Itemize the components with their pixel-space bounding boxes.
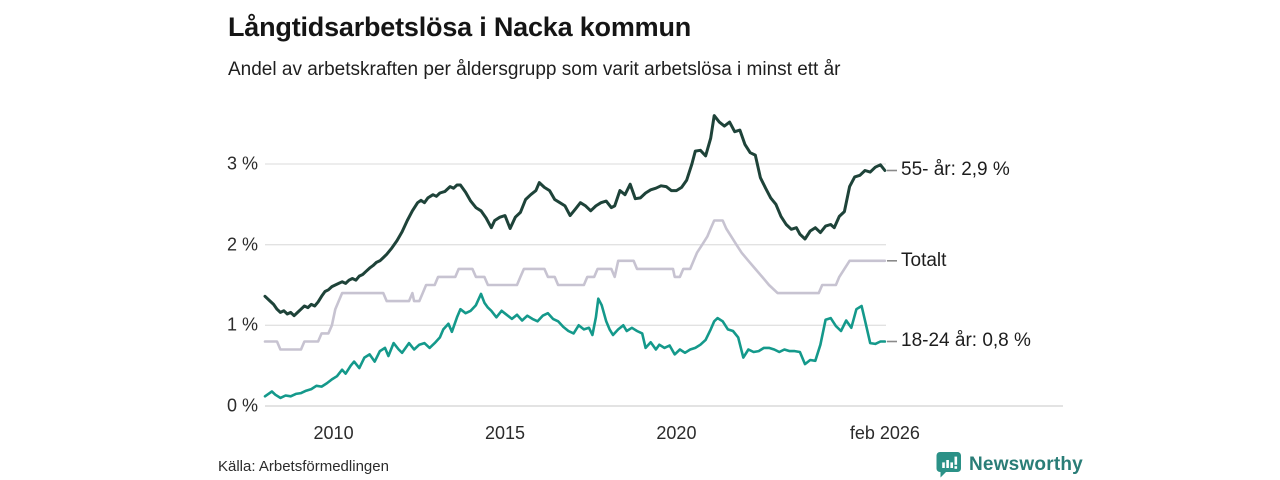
x-axis-tick-label: 2010 [313,423,354,443]
y-axis-tick-label: 0 % [226,395,258,416]
series-end-label-55-ar: 55- år: 2,9 % [901,159,1010,181]
y-axis-tick-label: 2 % [226,234,258,255]
newsworthy-speech-bubble-bar-chart-icon [936,451,962,478]
series-end-label-totalt: Totalt [901,249,947,271]
source-note: Källa: Arbetsförmedlingen [218,458,389,475]
series-end-label-18-24-ar: 18-24 år: 0,8 % [901,330,1031,352]
x-axis-tick-label: 2020 [656,423,697,443]
y-axis-tick-label: 1 % [226,314,258,335]
x-axis-tick-label: 2015 [484,423,526,443]
x-axis-tick-label: feb 2026 [849,423,920,443]
newsworthy-logo[interactable]: Newsworthy [936,451,1083,478]
y-axis-tick-label: 3 % [226,153,258,174]
chart-subtitle: Andel av arbetskraften per åldersgrupp s… [228,59,841,80]
newsworthy-wordmark: Newsworthy [969,453,1083,475]
chart-title: Långtidsarbetslösa i Nacka kommun [228,12,692,42]
